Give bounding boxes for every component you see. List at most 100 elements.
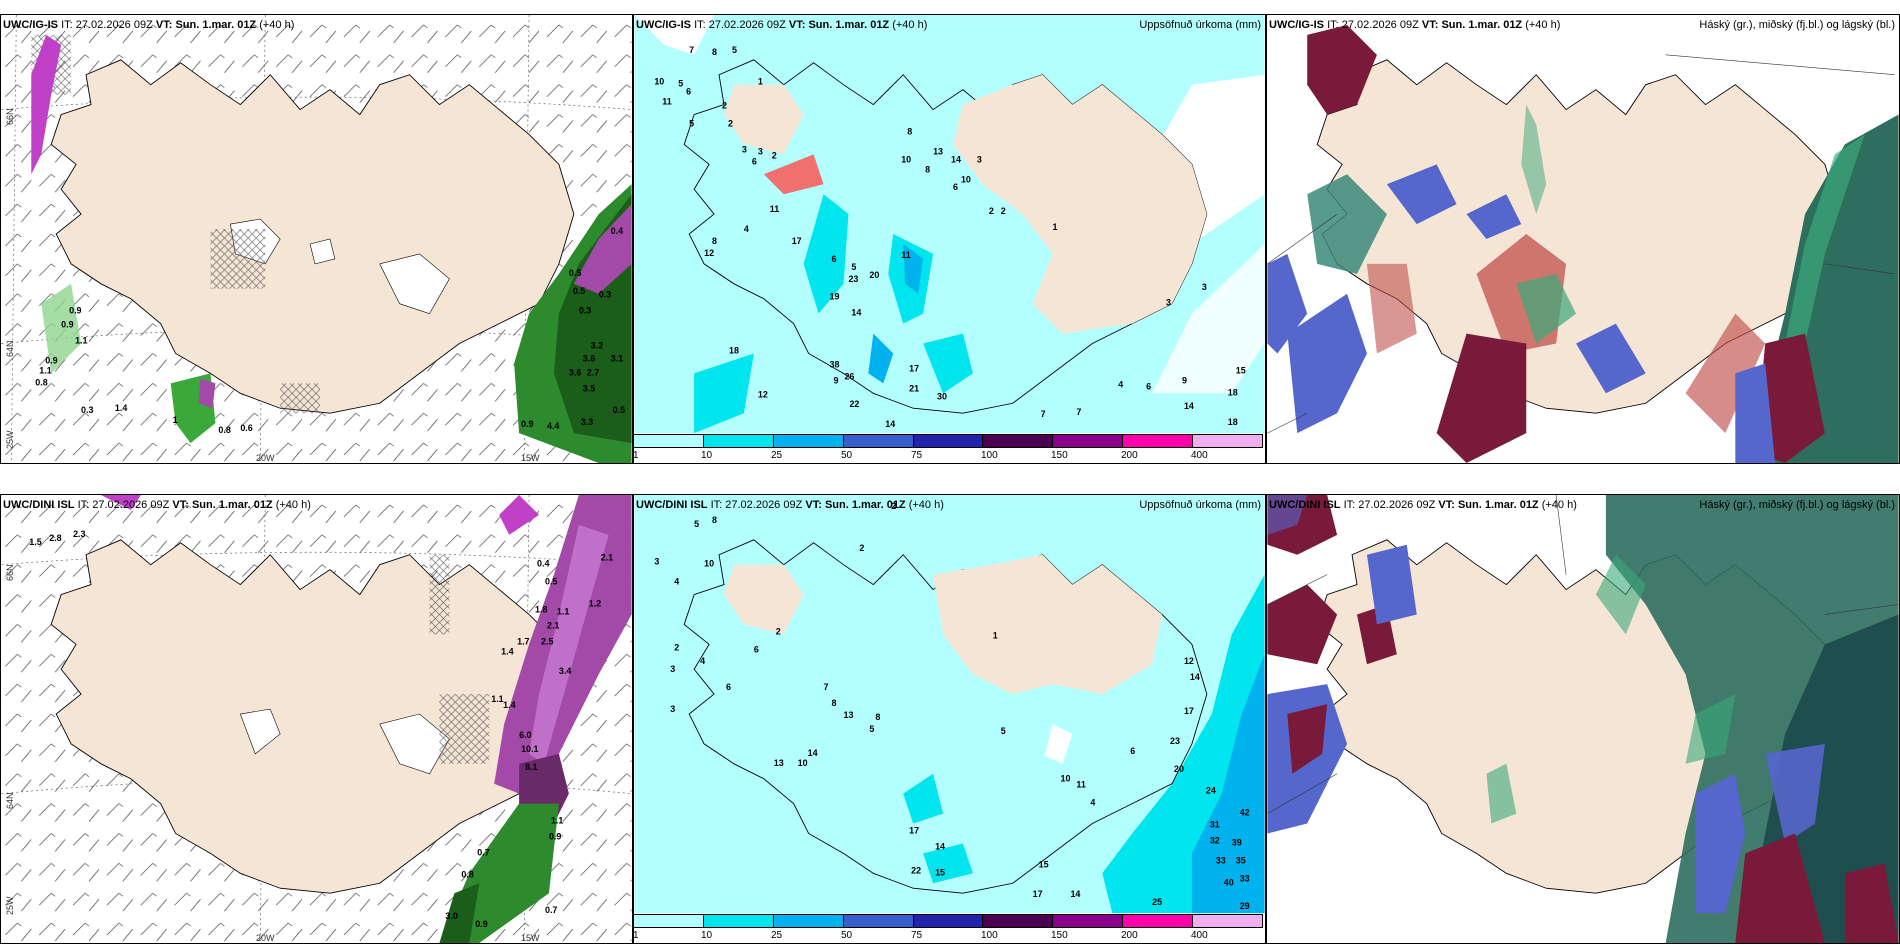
svg-text:0.7: 0.7 [477, 847, 489, 857]
svg-text:9: 9 [834, 375, 839, 385]
svg-text:10: 10 [704, 559, 714, 569]
svg-text:1.1: 1.1 [551, 816, 563, 826]
svg-text:6.0: 6.0 [519, 730, 531, 740]
svg-text:7: 7 [824, 682, 829, 692]
svg-text:2: 2 [776, 626, 781, 636]
svg-text:14: 14 [1184, 401, 1194, 411]
svg-text:2: 2 [989, 206, 994, 216]
svg-text:7: 7 [689, 45, 694, 55]
panel-bottom-clouds: UWC/DINI ISL IT: 27.02.2026 09Z VT: Sun.… [1266, 494, 1900, 944]
svg-text:1: 1 [993, 630, 998, 640]
svg-text:23: 23 [1170, 736, 1180, 746]
svg-text:3: 3 [742, 144, 747, 154]
svg-text:0.5: 0.5 [545, 577, 557, 587]
svg-text:8: 8 [712, 515, 717, 525]
colorbar-ticks-bottom: 1 10 25 50 75 100 150 200 400 [633, 930, 1208, 941]
svg-text:0.4: 0.4 [537, 559, 549, 569]
svg-text:1: 1 [173, 415, 178, 425]
svg-text:3: 3 [1166, 298, 1171, 308]
svg-text:32: 32 [1210, 835, 1220, 845]
svg-text:2.3: 2.3 [73, 529, 85, 539]
svg-text:6: 6 [754, 644, 759, 654]
svg-text:25: 25 [1152, 897, 1162, 907]
svg-text:12: 12 [758, 389, 768, 399]
precip-title: Uppsöfnuð úrkoma (mm) [1139, 499, 1261, 511]
svg-text:11: 11 [1076, 780, 1085, 790]
snow-map-top: 0.4 0.5 0.3 0.5 0.3 3.2 3.6 3.1 3.6 2.7 … [1, 15, 632, 463]
svg-text:42: 42 [1240, 808, 1250, 818]
snow-map-bottom: 1.5 2.8 2.3 2.1 0.4 0.5 1.8 1.1 2.1 2.5 … [1, 495, 632, 943]
svg-text:13: 13 [843, 710, 853, 720]
svg-text:3.3: 3.3 [581, 417, 593, 427]
svg-text:0.8: 0.8 [35, 377, 47, 387]
svg-text:35: 35 [1236, 855, 1246, 865]
svg-text:4: 4 [744, 224, 749, 234]
svg-text:8: 8 [712, 236, 717, 246]
svg-text:11: 11 [770, 204, 779, 214]
svg-text:10: 10 [1061, 774, 1071, 784]
svg-text:0.4: 0.4 [611, 226, 623, 236]
panel-header: UWC/IG-IS IT: 27.02.2026 09Z VT: Sun. 1.… [3, 19, 295, 31]
svg-text:17: 17 [909, 825, 919, 835]
svg-text:20: 20 [869, 270, 879, 280]
svg-text:4: 4 [674, 577, 679, 587]
svg-text:0.9: 0.9 [45, 355, 57, 365]
svg-text:3.5: 3.5 [583, 383, 595, 393]
svg-text:0.3: 0.3 [599, 290, 611, 300]
svg-text:6: 6 [752, 156, 757, 166]
svg-text:22: 22 [849, 399, 859, 409]
svg-text:5: 5 [732, 45, 737, 55]
svg-text:9: 9 [1182, 375, 1187, 385]
svg-text:2.5: 2.5 [541, 636, 553, 646]
svg-text:13: 13 [933, 146, 943, 156]
lon-label: 20W [256, 453, 275, 463]
precip-map-bottom: 5 8 3 10 4 2 3 2 4 2 6 3 6 2 7 8 13 8 5 … [634, 495, 1265, 929]
svg-text:17: 17 [792, 236, 802, 246]
svg-text:8: 8 [712, 47, 717, 57]
lon-label: 15W [521, 453, 540, 463]
lat-label: 66N [5, 564, 15, 581]
panel-header: UWC/DINI ISL IT: 27.02.2026 09Z VT: Sun.… [636, 499, 944, 511]
svg-text:11: 11 [901, 250, 910, 260]
svg-text:2.1: 2.1 [601, 553, 613, 563]
svg-text:1.2: 1.2 [589, 599, 601, 609]
svg-text:1.8: 1.8 [535, 604, 547, 614]
svg-text:6: 6 [686, 87, 691, 97]
svg-text:4: 4 [700, 656, 705, 666]
svg-text:20: 20 [1174, 764, 1184, 774]
svg-text:39: 39 [1232, 837, 1242, 847]
cloud-map-bottom [1267, 495, 1899, 943]
svg-text:33: 33 [1240, 873, 1250, 883]
cloud-title: Háský (gr.), miðský (fj.bl.) og lágský (… [1699, 499, 1895, 511]
iceland-land [1316, 59, 1841, 414]
svg-text:15: 15 [935, 867, 945, 877]
svg-text:3: 3 [1202, 282, 1207, 292]
svg-text:5: 5 [869, 724, 874, 734]
svg-text:3.4: 3.4 [559, 666, 571, 676]
svg-text:29: 29 [1240, 901, 1250, 911]
svg-text:0.7: 0.7 [545, 905, 557, 915]
svg-text:0.5: 0.5 [613, 405, 625, 415]
svg-text:1.1: 1.1 [75, 336, 87, 346]
svg-text:24: 24 [1206, 786, 1216, 796]
svg-text:2: 2 [728, 119, 733, 129]
lon-label: 20W [256, 933, 275, 943]
svg-text:0.5: 0.5 [573, 286, 585, 296]
svg-text:1.7: 1.7 [517, 636, 529, 646]
precip-labels-top: 7 8 5 10 5 6 11 2 5 2 1 3 3 2 6 8 10 13 … [654, 45, 1245, 429]
svg-text:18: 18 [729, 345, 739, 355]
svg-text:8: 8 [907, 126, 912, 136]
lat-label: 25W [5, 896, 15, 915]
svg-text:38: 38 [830, 359, 840, 369]
precip-labels-bottom: 5 8 3 10 4 2 3 2 4 2 6 3 6 2 7 8 13 8 5 … [654, 501, 1249, 929]
snow-labels-top: 0.4 0.5 0.3 0.5 0.3 3.2 3.6 3.1 3.6 2.7 … [35, 226, 625, 435]
svg-text:2: 2 [772, 150, 777, 160]
svg-text:31: 31 [1210, 820, 1220, 830]
svg-text:1.4: 1.4 [503, 700, 515, 710]
svg-text:5: 5 [678, 79, 683, 89]
lat-label: 64N [5, 792, 15, 809]
precip-map-top: 7 8 5 10 5 6 11 2 5 2 1 3 3 2 6 8 10 13 … [634, 15, 1265, 434]
svg-text:8: 8 [875, 712, 880, 722]
panel-top-clouds: UWC/IG-IS IT: 27.02.2026 09Z VT: Sun. 1.… [1266, 14, 1900, 464]
panel-header: UWC/DINI ISL IT: 27.02.2026 09Z VT: Sun.… [1269, 499, 1577, 511]
